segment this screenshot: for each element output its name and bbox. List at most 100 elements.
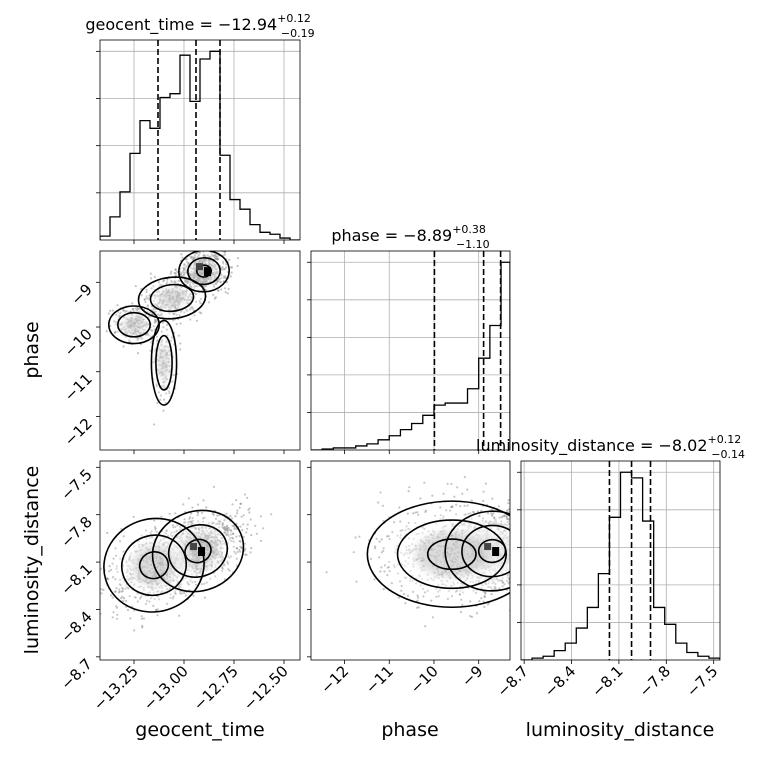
yaxis-label-phase: phase (21, 321, 43, 378)
sample-point (219, 280, 222, 283)
sample-point (154, 320, 157, 323)
sample-point (514, 545, 516, 547)
sample-point (517, 589, 519, 591)
sample-point (212, 293, 215, 296)
sample-point (197, 253, 200, 257)
contour-line (426, 538, 477, 571)
sample-point (525, 550, 527, 552)
sample-point (528, 539, 530, 541)
sample-point (122, 345, 125, 348)
sample-point (131, 302, 134, 305)
sample-point (239, 540, 242, 543)
sample-point (92, 604, 94, 606)
sample-point (190, 307, 193, 310)
sample-point (478, 514, 481, 517)
sample-point (505, 579, 508, 582)
sample-point (423, 481, 426, 484)
xtick-label: −12.50 (240, 662, 292, 714)
title-minus: −0.14 (711, 448, 745, 461)
sample-point (165, 328, 168, 331)
sample-point (153, 275, 156, 279)
sample-point (132, 515, 135, 518)
sample-point (517, 532, 519, 534)
sample-point (231, 503, 234, 506)
sample-point (514, 554, 516, 556)
sample-point (184, 258, 187, 261)
sample-point (183, 521, 186, 524)
contour-line (196, 264, 212, 278)
sample-point (196, 511, 199, 514)
scatter-phase-vs-luminosity_distance-border (310, 460, 511, 661)
sample-point (114, 547, 117, 550)
sample-point (450, 595, 454, 598)
sample-point (482, 600, 485, 603)
sample-point (188, 583, 191, 586)
sample-point (242, 514, 245, 517)
sample-point (183, 278, 186, 281)
sample-point (491, 514, 494, 518)
sample-point (406, 594, 410, 598)
sample-point (501, 581, 504, 584)
sample-point (513, 582, 515, 584)
sample-point (144, 602, 148, 605)
sample-point (352, 551, 355, 554)
sample-point (112, 557, 115, 560)
sample-point (255, 532, 258, 535)
sample-point (232, 540, 235, 543)
sample-point (230, 530, 233, 533)
sample-point (386, 574, 389, 577)
contour-line (167, 524, 229, 578)
sample-point (221, 524, 224, 527)
sample-point (387, 535, 390, 538)
sample-point (184, 280, 187, 283)
sample-point (515, 551, 517, 553)
sample-point (450, 506, 453, 509)
sample-point (515, 589, 517, 591)
sample-point (548, 513, 550, 515)
sample-point (507, 499, 510, 502)
sample-point (517, 555, 519, 557)
sample-point (503, 515, 506, 518)
scatter-geocent_time-vs-luminosity_distance-contours (103, 509, 245, 613)
sample-point (530, 530, 532, 532)
sample-point (152, 285, 155, 288)
contour-line (137, 276, 207, 320)
sample-point (188, 308, 192, 311)
scatter-phase-vs-luminosity_distance-density (387, 513, 510, 595)
sample-point (230, 517, 233, 520)
sample-point (532, 540, 534, 542)
sample-point (507, 508, 510, 511)
sample-point (498, 587, 501, 590)
sample-point (522, 577, 524, 579)
sample-point (460, 611, 463, 614)
sample-point (191, 517, 194, 520)
sample-point (141, 626, 144, 629)
sample-point (374, 547, 377, 550)
sample-point (483, 595, 486, 598)
sample-point (85, 594, 87, 596)
sample-point (512, 543, 514, 545)
sample-point (182, 268, 186, 271)
sample-point (119, 311, 122, 314)
sample-point (235, 564, 238, 567)
sample-point (501, 581, 504, 584)
sample-point (517, 555, 519, 557)
sample-point (120, 590, 123, 593)
sample-point (514, 569, 516, 571)
sample-point (239, 550, 242, 553)
sample-point (539, 580, 541, 582)
sample-point (106, 577, 109, 580)
sample-point (498, 516, 501, 519)
sample-point (203, 596, 206, 599)
sample-point (175, 313, 178, 316)
sample-point (383, 570, 386, 573)
sample-point (525, 527, 527, 529)
sample-point (174, 272, 177, 275)
sample-point (539, 538, 541, 540)
sample-point (193, 254, 196, 257)
title-plus: +0.38 (452, 223, 486, 236)
sample-point (220, 288, 223, 291)
sample-point (188, 220, 190, 222)
sample-point (152, 361, 155, 364)
sample-point (528, 558, 530, 560)
